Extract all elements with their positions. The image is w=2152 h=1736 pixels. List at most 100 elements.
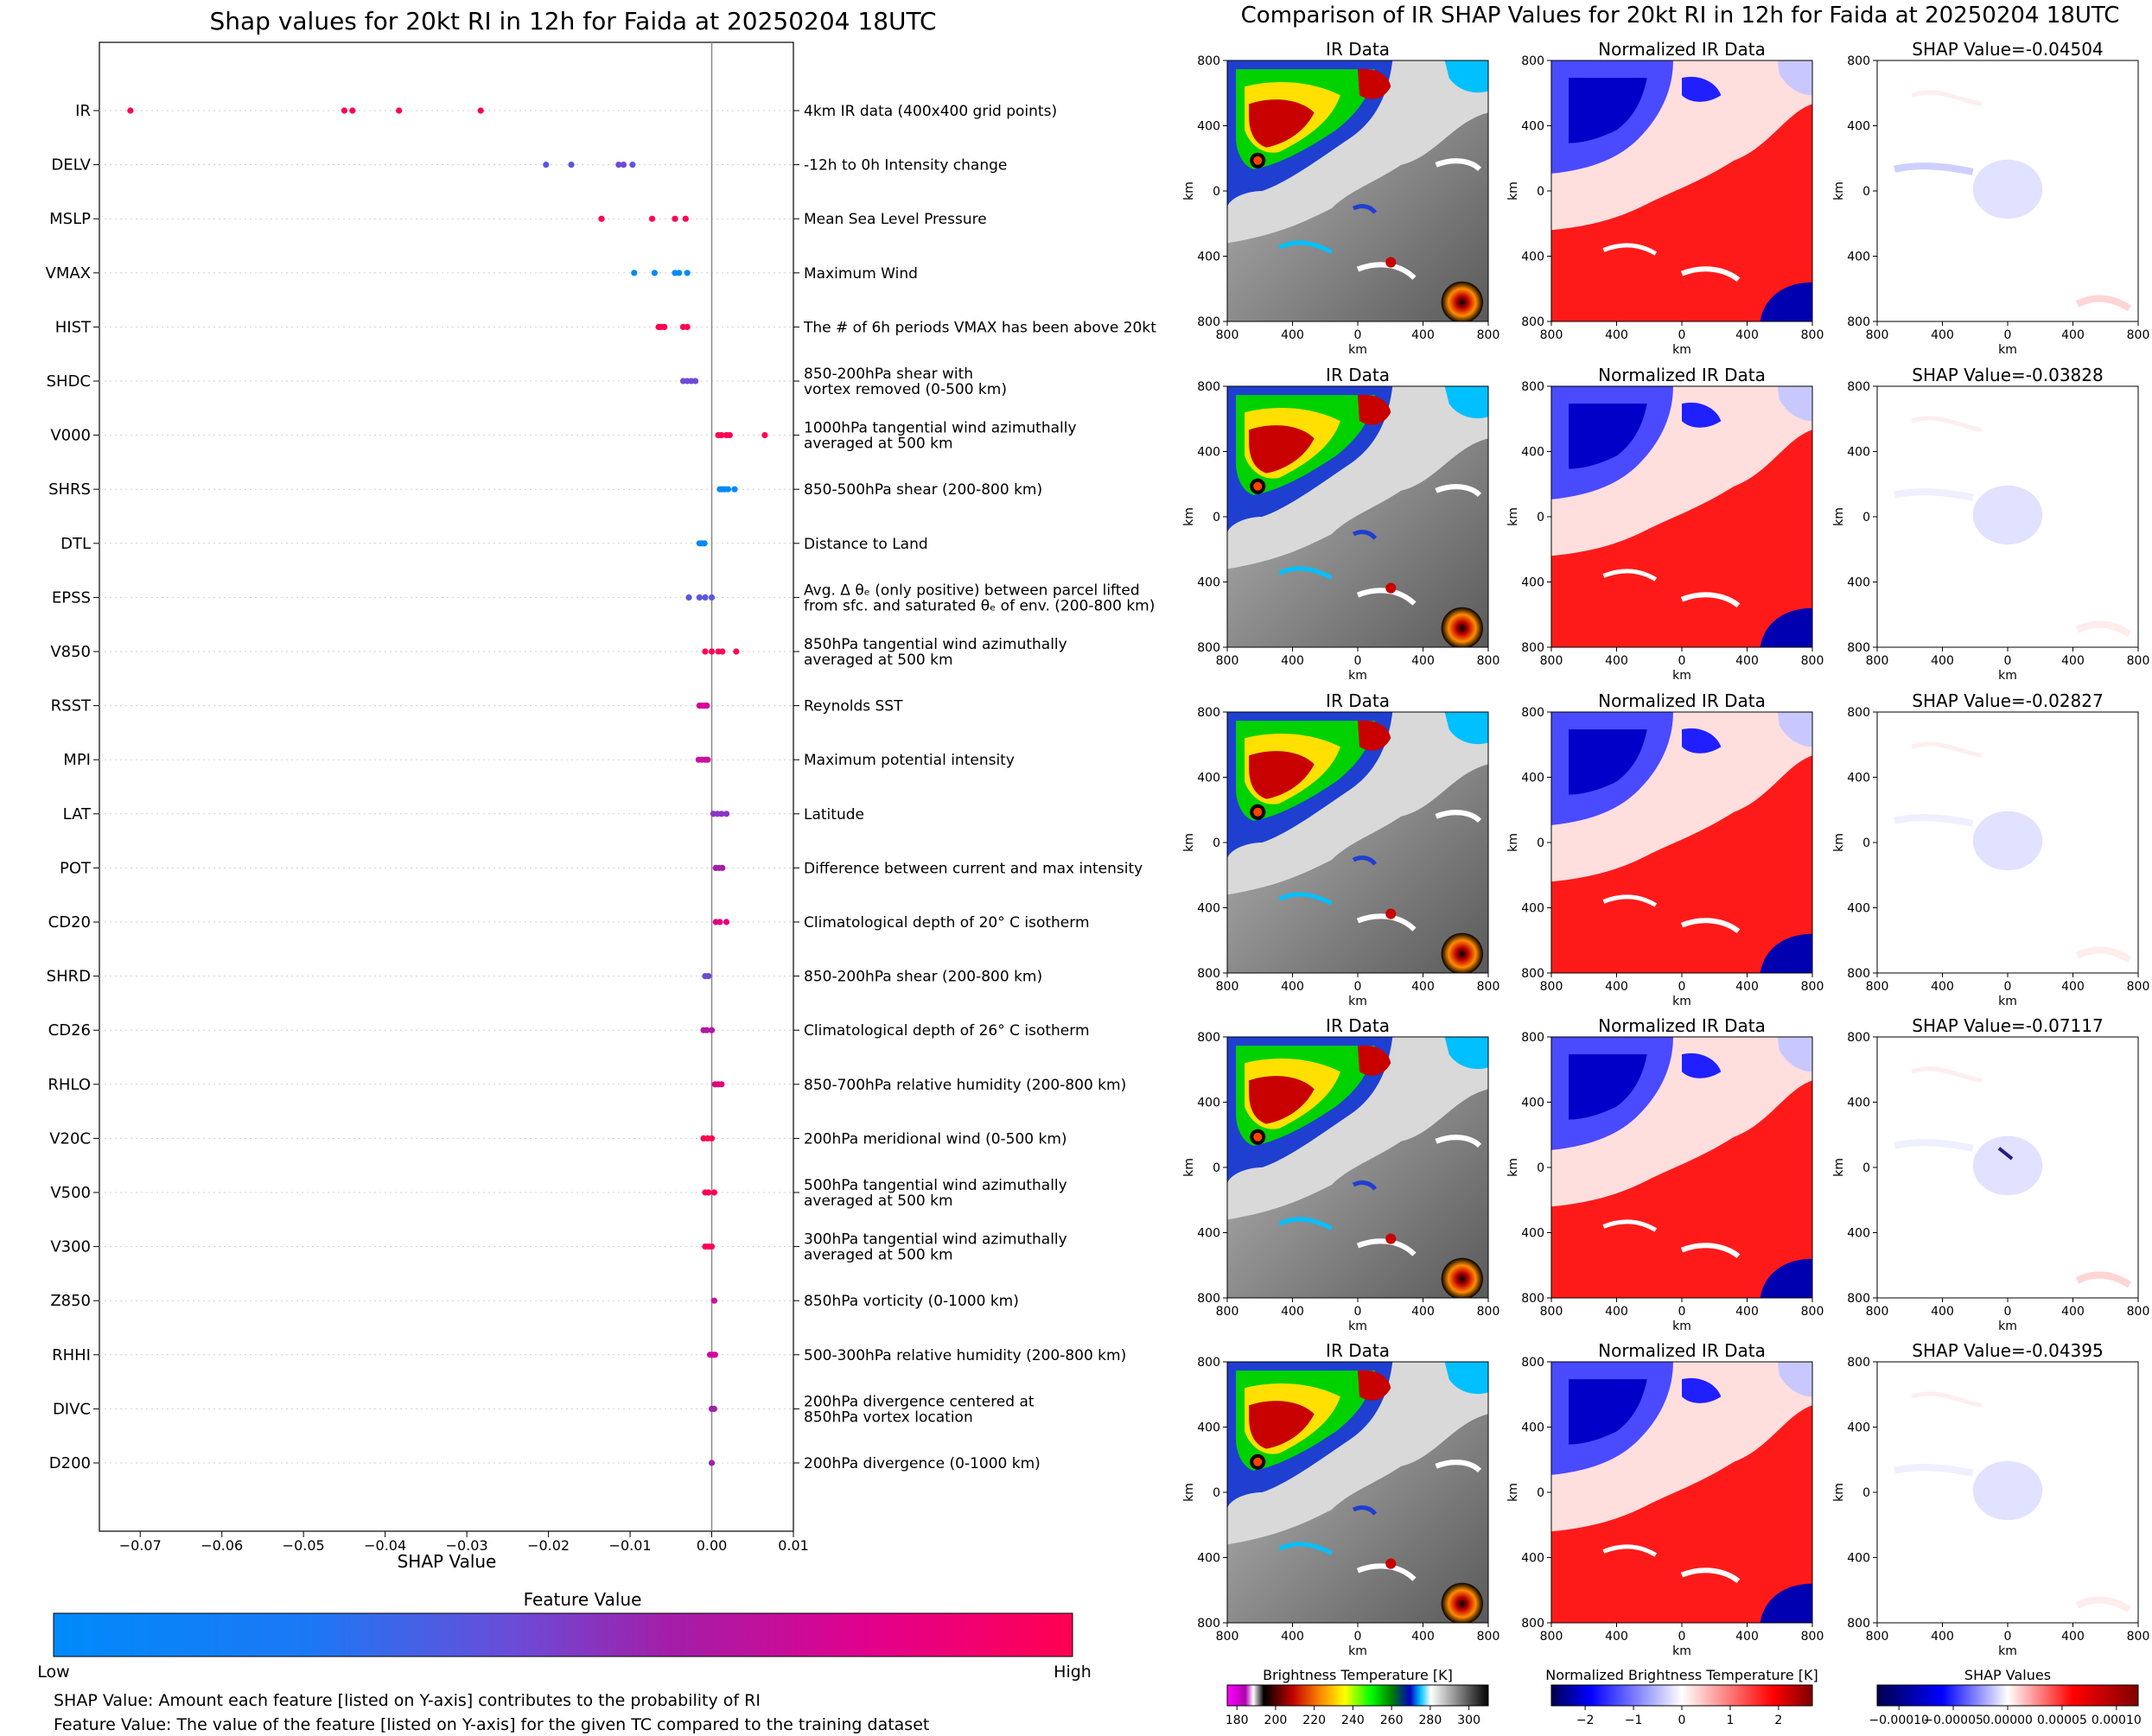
panel-y-tick-label: 400 <box>1847 576 1870 590</box>
feature-name-label: V500 <box>50 1184 91 1202</box>
shap-negative-streak <box>1894 1139 1974 1152</box>
panel-x-axis-label: km <box>1998 1319 2017 1333</box>
ir-image <box>1227 1037 1488 1300</box>
colorbar-tick-label: −1 <box>1625 1714 1643 1727</box>
panel-x-tick-label: 400 <box>1605 980 1628 994</box>
normalized-ir-imagery <box>1551 386 1812 647</box>
shap-negative-streak <box>1894 1464 1974 1477</box>
colorbar-tick-label: 0 <box>1678 1714 1686 1727</box>
panel-x-tick-label: 400 <box>1605 1305 1628 1319</box>
feature-name-label: V20C <box>49 1129 91 1148</box>
panel-x-tick-label: 800 <box>2127 980 2150 994</box>
panel-x-tick-label: 800 <box>1540 980 1563 994</box>
panel-x-tick-label: 800 <box>1216 1305 1239 1319</box>
feature-description-label: 200hPa meridional wind (0-500 km) <box>804 1130 1067 1148</box>
colorbar-low-label: Low <box>37 1663 69 1682</box>
panel-x-tick-label: 800 <box>1540 328 1563 342</box>
shap-map-image <box>1877 1362 2138 1623</box>
panel-y-tick-label: 0 <box>1213 511 1220 525</box>
ir-panel: Normalized IR Data8008004004000040040080… <box>1506 1015 1824 1333</box>
x-tick-label: 0.00 <box>697 1537 728 1554</box>
panel-y-tick-label: 800 <box>1847 1617 1870 1631</box>
panel-x-tick-label: 800 <box>1866 1305 1889 1319</box>
colorbar-tick-label: 180 <box>1226 1714 1249 1727</box>
shap-point <box>543 162 550 169</box>
brightness-temperature-colorbar <box>1226 1684 1489 1707</box>
panel-x-tick-label: 800 <box>2127 328 2150 342</box>
shap-point <box>724 486 732 493</box>
normalized-ir-imagery <box>1551 1362 1812 1623</box>
feature-description-label: Difference between current and max inten… <box>804 860 1143 877</box>
shap-point <box>702 648 709 655</box>
shap-point <box>708 648 716 655</box>
panel-x-tick-label: 800 <box>1477 980 1500 994</box>
panel-x-tick-label: 800 <box>1866 328 1889 342</box>
shap-negative-streak <box>1894 162 1974 175</box>
feature-description-label: 850-500hPa shear (200-800 km) <box>804 481 1042 499</box>
panel-y-tick-label: 0 <box>1537 1161 1544 1175</box>
shap-point <box>723 811 730 817</box>
feature-description-label: 850hPa vorticity (0-1000 km) <box>804 1293 1019 1310</box>
panel-y-tick-label: 800 <box>1847 54 1870 68</box>
panel-y-axis-label: km <box>1506 507 1520 526</box>
panel-x-tick-label: 0 <box>2004 328 2012 342</box>
panel-x-tick-label: 800 <box>1477 1305 1500 1319</box>
panel-y-tick-label: 800 <box>1197 54 1220 68</box>
shap-map-image <box>1877 1037 2138 1298</box>
shap-point <box>704 1027 710 1033</box>
colorbar-tick-label: 220 <box>1302 1714 1326 1727</box>
shap-positive-streak <box>1911 741 1983 758</box>
panel-y-tick-label: 400 <box>1521 1097 1544 1110</box>
panel-x-tick-label: 800 <box>1216 328 1239 342</box>
ir-panel: SHAP Value=-0.02827800800400400004004008… <box>1832 690 2149 1008</box>
shap-point <box>710 1189 717 1196</box>
ir-comparison-title: Comparison of IR SHAP Values for 20kt RI… <box>1241 3 2120 29</box>
feature-description-label: Maximum potential intensity <box>804 752 1015 769</box>
feature-description-label: Latitude <box>804 806 864 823</box>
shap-plot-frame <box>99 41 794 1532</box>
feature-name-label: HIST <box>55 318 92 336</box>
panel-y-tick-label: 0 <box>1862 185 1870 199</box>
feature-name-label: DELV <box>51 156 91 175</box>
panel-x-tick-label: 0 <box>1678 654 1686 668</box>
x-tick-label: −0.03 <box>446 1537 488 1554</box>
colorbar-title: Brightness Temperature [K] <box>1263 1667 1453 1683</box>
shap-point <box>708 594 716 601</box>
shap-point <box>477 107 484 114</box>
shap-positive-streak <box>2075 1271 2132 1288</box>
panel-y-axis-label: km <box>1506 1483 1520 1502</box>
panel-y-tick-label: 400 <box>1521 576 1544 590</box>
panel-y-tick-label: 0 <box>1862 836 1870 850</box>
panel-x-tick-label: 400 <box>2061 654 2085 668</box>
normalized-ir-title: Normalized IR Data <box>1598 39 1766 60</box>
feature-name-label: SHRD <box>47 968 91 986</box>
normalized-ir-image <box>1551 386 1812 647</box>
panel-x-tick-label: 400 <box>1281 654 1304 668</box>
panel-y-axis-label: km <box>1832 1158 1846 1177</box>
panel-x-tick-label: 0 <box>1678 980 1686 994</box>
panel-y-tick-label: 800 <box>1847 1031 1870 1045</box>
panel-x-axis-label: km <box>1998 995 2017 1008</box>
panel-y-tick-label: 0 <box>1213 1161 1220 1175</box>
feature-name-label: VMAX <box>46 264 92 283</box>
panel-y-tick-label: 400 <box>1197 446 1220 460</box>
panel-x-tick-label: 400 <box>1735 980 1759 994</box>
panel-y-tick-label: 400 <box>1521 251 1544 264</box>
shap-center-blob <box>1972 1460 2043 1521</box>
panel-y-tick-label: 800 <box>1847 641 1870 655</box>
panel-x-tick-label: 400 <box>1931 654 1954 668</box>
shap-center-blob <box>1972 159 2043 219</box>
x-tick-label: −0.06 <box>201 1537 243 1554</box>
shap-point <box>761 432 768 439</box>
shap-positive-streak <box>1911 416 1983 432</box>
panel-x-tick-label: 800 <box>1477 654 1500 668</box>
feature-description-label: Mean Sea Level Pressure <box>804 211 987 228</box>
colorbar-tick-label: 0.00000 <box>1983 1714 2033 1727</box>
footnote-shap-value: SHAP Value: Amount each feature [listed … <box>54 1691 761 1710</box>
shap-values-colorbar <box>1876 1684 2139 1707</box>
feature-description-label: The # of 6h periods VMAX has been above … <box>803 319 1156 336</box>
ir-panel: SHAP Value=-0.04504800800400400004004008… <box>1832 39 2149 357</box>
ir-panel: Normalized IR Data8008004004000040040080… <box>1506 365 1824 683</box>
